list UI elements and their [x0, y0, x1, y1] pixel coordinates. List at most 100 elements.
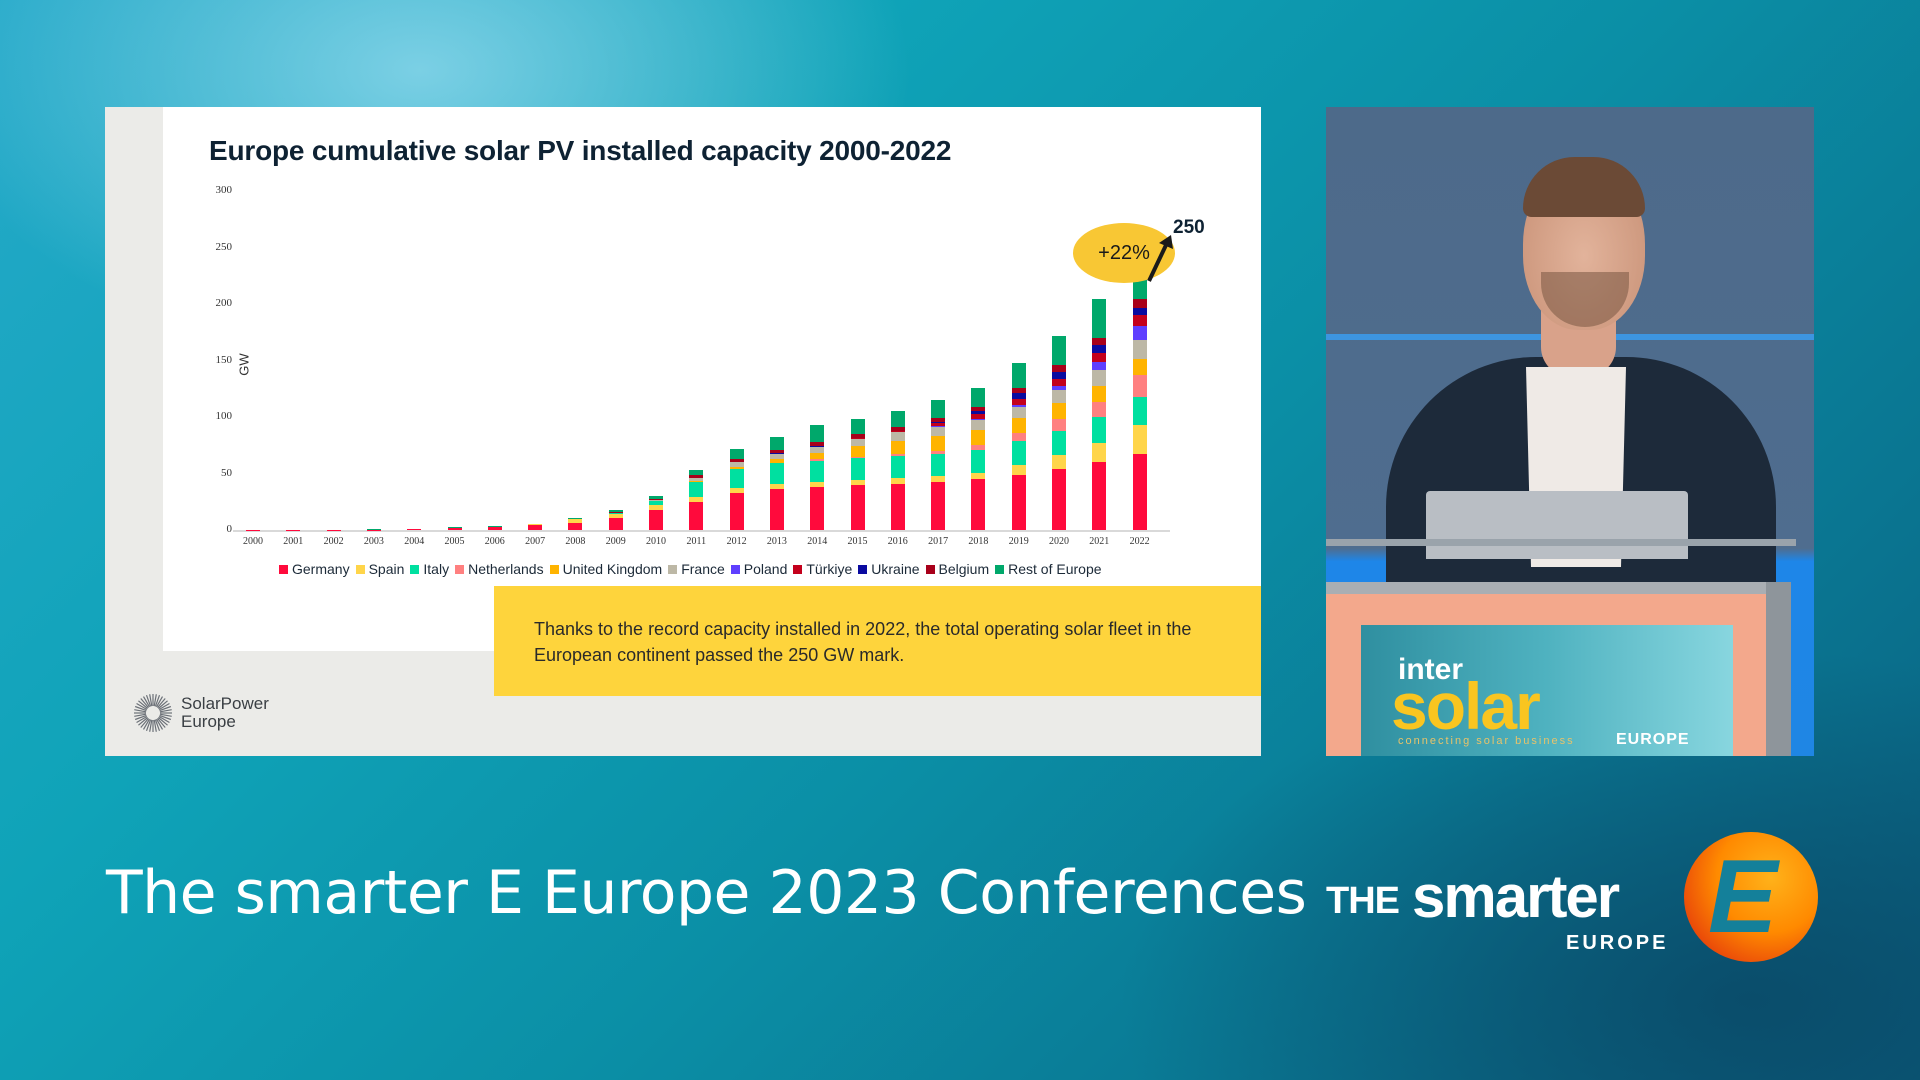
bar-2019: [1011, 362, 1026, 530]
x-tick-label: 2006: [484, 536, 505, 547]
bar-segment: [971, 479, 986, 530]
logo-line-1: SolarPower: [181, 694, 269, 713]
legend-label: Italy: [423, 561, 450, 577]
legend-swatch: [549, 564, 559, 574]
legend-label: Netherlands: [468, 561, 544, 577]
chart-legend: Germany Spain Italy Netherlands United Kingd…: [279, 561, 1102, 577]
bar-segment: [971, 430, 986, 446]
bar-segment: [689, 475, 704, 478]
legend-swatch: [730, 564, 740, 574]
x-tick-label: 2011: [686, 536, 707, 547]
legend-swatch: [355, 564, 365, 574]
x-tick-label: 2016: [887, 536, 908, 547]
bar-segment: [407, 528, 422, 530]
bar-segment: [1132, 315, 1147, 326]
bar-segment: [1011, 433, 1026, 442]
bar-segment: [931, 421, 946, 423]
legend-item: Poland: [730, 561, 787, 577]
legend-item: France: [668, 561, 725, 577]
x-tick-label: 2012: [726, 536, 747, 547]
bar-segment: [931, 450, 946, 454]
legend-item: United Kingdom: [549, 561, 663, 577]
sign-inter-text: inter: [1398, 653, 1464, 686]
bar-segment: [608, 510, 623, 512]
y-tick-label: 150: [215, 353, 233, 366]
callout-box: Thanks to the record capacity installed …: [494, 586, 1261, 696]
bar-2003: [366, 529, 381, 530]
arrow-up-right-icon: [1147, 235, 1173, 282]
x-tick-label: 2004: [404, 536, 425, 547]
bar-segment: [608, 514, 623, 519]
legend-swatch: [995, 564, 1005, 574]
bar-segment: [649, 505, 663, 510]
x-tick-label: 2014: [807, 536, 828, 547]
bar-segment: [1132, 454, 1147, 530]
bar-segment: [1132, 396, 1147, 425]
bar-2006: [487, 526, 502, 530]
y-tick-label: 0: [226, 523, 233, 535]
sign-tagline: connecting solar business: [1398, 735, 1575, 747]
y-tick-label: 50: [221, 466, 232, 479]
legend-swatch: [793, 564, 803, 574]
bar-segment: [1011, 441, 1026, 465]
bar-segment: [1092, 337, 1107, 346]
x-tick-label: 2005: [444, 536, 465, 547]
bar-segment: [931, 476, 946, 482]
bar-segment: [1011, 464, 1026, 475]
bar-segment: [890, 483, 905, 530]
bar-segment: [769, 449, 784, 454]
bar-segment: [931, 422, 946, 427]
bar-segment: [608, 511, 623, 513]
bar-segment: [729, 492, 744, 530]
bar-segment: [890, 440, 905, 454]
bar-2020: [1052, 335, 1066, 530]
bar-segment: [1132, 339, 1147, 359]
bar-segment: [890, 431, 905, 432]
legend-item: Rest of Europe: [995, 561, 1102, 577]
solarpower-europe-logo: SolarPower Europe: [133, 693, 269, 733]
bar-segment: [1132, 325, 1147, 340]
bar-segment: [850, 446, 865, 457]
bar-segment: [568, 523, 583, 530]
bar-segment: [890, 430, 905, 432]
brand-smarter: smarter: [1412, 863, 1620, 930]
bar-segment: [1011, 418, 1026, 434]
bar-segment: [890, 456, 905, 479]
bar-segment: [1132, 358, 1147, 376]
bar-segment: [769, 489, 784, 530]
bar-segment: [931, 436, 946, 451]
bar-segment: [1092, 345, 1107, 353]
bar-segment: [729, 458, 744, 462]
bar-segment: [1052, 431, 1066, 456]
bar-segment: [810, 453, 825, 460]
intersolar-sign: [1361, 625, 1733, 756]
podium-rail: [1326, 539, 1796, 546]
legend-item: Türkiye: [793, 561, 852, 577]
y-tick-label: 100: [215, 410, 233, 422]
x-tick-label: 2003: [363, 536, 384, 547]
bar-segment: [1052, 390, 1066, 404]
bar-2008: [568, 517, 583, 530]
slide-content-area: [163, 107, 1261, 651]
bar-segment: [1011, 474, 1026, 530]
legend-label: United Kingdom: [562, 561, 663, 577]
bar-segment: [850, 485, 865, 530]
bar-segment: [769, 483, 784, 490]
bar-2011: [689, 469, 704, 530]
bar-segment: [769, 453, 784, 460]
bar-segment: [1011, 404, 1026, 407]
bar-segment: [1011, 362, 1026, 389]
bar-segment: [649, 499, 663, 502]
bar-segment: [971, 473, 986, 480]
speaker-video-feed: inter solar connecting solar business EU…: [1326, 107, 1814, 756]
legend-item: Germany: [279, 561, 350, 577]
slide-title: Europe cumulative solar PV installed cap…: [209, 135, 952, 166]
bar-segment: [890, 453, 905, 457]
legend-swatch: [668, 564, 678, 574]
y-axis-label: GW: [236, 353, 252, 376]
laptop: [1426, 491, 1688, 559]
sunburst-icon: [134, 694, 172, 732]
bar-segment: [1132, 375, 1147, 397]
speaker-hair: [1523, 157, 1645, 217]
logo-line-2: Europe: [181, 712, 236, 731]
